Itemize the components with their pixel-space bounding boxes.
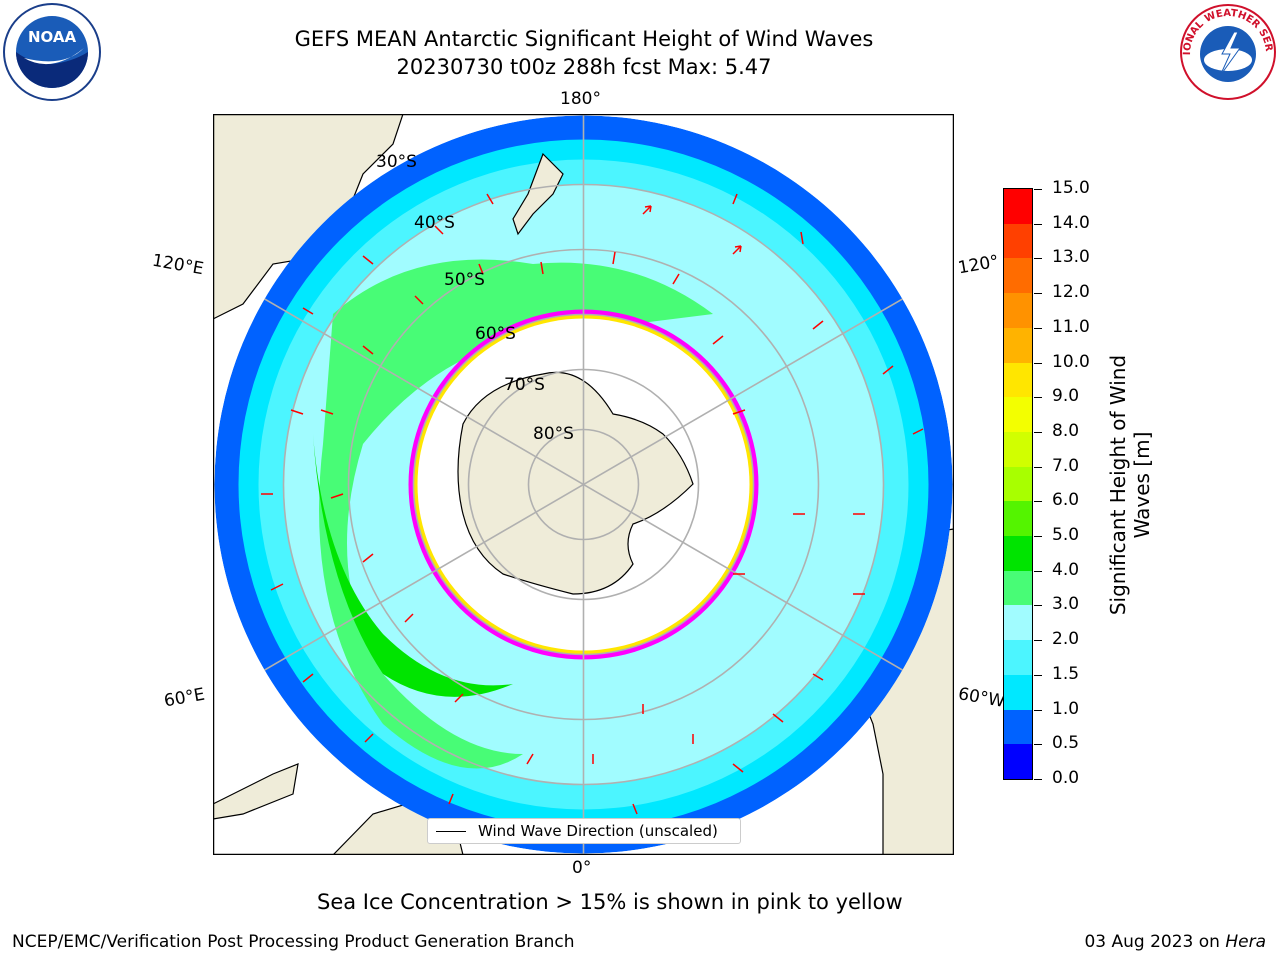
colorbar-tick [1034, 223, 1042, 225]
colorbar-tick [1034, 709, 1042, 711]
colorbar-segment [1004, 674, 1032, 710]
colorbar-tick-label: 12.0 [1052, 282, 1090, 303]
lat-label-50s: 50°S [444, 270, 485, 290]
map-frame [212, 113, 955, 856]
graticule [214, 115, 953, 854]
colorbar-tick-label: 10.0 [1052, 351, 1090, 372]
legend-line-swatch [436, 831, 466, 832]
lon-label-60e: 60°E [162, 684, 207, 712]
sea-ice-note: Sea Ice Concentration > 15% is shown in … [317, 890, 903, 914]
legend-label: Wind Wave Direction (unscaled) [478, 822, 718, 840]
chart-subtitle: 20230730 t00z 288h fcst Max: 5.47 [396, 55, 772, 79]
colorbar-tick [1034, 640, 1042, 642]
colorbar-segment [1004, 293, 1032, 328]
polar-map [212, 113, 955, 856]
colorbar-tick [1034, 397, 1042, 399]
colorbar-tick-label: 9.0 [1052, 386, 1080, 407]
colorbar-tick [1034, 779, 1042, 780]
colorbar-segment [1004, 431, 1032, 467]
chart-title: GEFS MEAN Antarctic Significant Height o… [294, 27, 874, 51]
colorbar-segment [1004, 501, 1032, 537]
footer-host: Hera [1225, 932, 1266, 952]
colorbar-tick [1034, 536, 1042, 538]
colorbar-segment [1004, 570, 1032, 606]
colorbar-tick-label: 0.0 [1052, 768, 1080, 788]
colorbar [1003, 188, 1033, 780]
colorbar-tick-label: 5.0 [1052, 525, 1080, 546]
lat-label-40s: 40°S [414, 213, 455, 233]
colorbar-tick [1034, 605, 1042, 607]
colorbar-tick-label: 13.0 [1052, 247, 1090, 268]
lon-label-180: 180° [560, 89, 601, 109]
colorbar-segment [1004, 640, 1032, 675]
colorbar-segment [1004, 362, 1032, 398]
colorbar-tick-label: 1.0 [1052, 698, 1080, 719]
lon-label-120w: 120° [956, 251, 1001, 279]
colorbar-tick-label: 4.0 [1052, 559, 1080, 580]
colorbar-tick-label: 3.0 [1052, 594, 1080, 615]
colorbar-tick [1034, 466, 1042, 468]
colorbar-tick-label: 0.5 [1052, 733, 1080, 754]
colorbar-segment [1004, 189, 1032, 224]
wave-height-field [214, 115, 953, 854]
wave-direction-arrows [261, 193, 924, 815]
colorbar-tick [1034, 327, 1042, 329]
colorbar-tick-label: 11.0 [1052, 316, 1090, 337]
colorbar-tick [1034, 189, 1042, 190]
footer-producer: NCEP/EMC/Verification Post Processing Pr… [12, 932, 575, 952]
colorbar-tick-label: 7.0 [1052, 455, 1080, 476]
colorbar-segment [1004, 327, 1032, 363]
lon-label-120e: 120°E [150, 250, 206, 280]
colorbar-segment [1004, 258, 1032, 294]
colorbar-tick-label: 6.0 [1052, 490, 1080, 511]
antarctica-land [457, 371, 694, 595]
madagascar-land [213, 763, 299, 820]
colorbar-tick [1034, 293, 1042, 295]
lon-label-60w: 60°W [956, 684, 1007, 712]
colorbar-tick [1034, 744, 1042, 746]
colorbar-segment [1004, 397, 1032, 432]
colorbar-tick-label: 2.0 [1052, 629, 1080, 650]
lat-label-70s: 70°S [504, 375, 545, 395]
noaa-logo: NOAA [2, 2, 102, 102]
colorbar-tick [1034, 674, 1042, 676]
colorbar-segment [1004, 744, 1032, 779]
lat-label-80s: 80°S [533, 424, 574, 444]
national-weather-service-logo: NATIONAL WEATHER SERVICE [1174, 0, 1278, 102]
colorbar-tick [1034, 362, 1042, 364]
colorbar-tick-label: 15.0 [1052, 178, 1090, 198]
lon-label-0: 0° [572, 858, 592, 878]
svg-text:NOAA: NOAA [28, 28, 77, 46]
colorbar-tick [1034, 258, 1042, 260]
colorbar-segment [1004, 223, 1032, 259]
colorbar-tick [1034, 570, 1042, 572]
colorbar-segment [1004, 466, 1032, 502]
lat-label-30s: 30°S [376, 152, 417, 172]
colorbar-tick [1034, 431, 1042, 433]
colorbar-tick [1034, 501, 1042, 503]
new-zealand-land [512, 152, 564, 236]
colorbar-tick-label: 1.5 [1052, 663, 1080, 684]
map-legend: Wind Wave Direction (unscaled) [427, 818, 741, 844]
colorbar-label: Significant Height of Wind Waves [m] [1106, 354, 1154, 616]
lat-label-60s: 60°S [475, 324, 516, 344]
colorbar-tick-label: 8.0 [1052, 420, 1080, 441]
colorbar-segment [1004, 605, 1032, 641]
colorbar-segment [1004, 536, 1032, 571]
footer-date: 03 Aug 2023 on Hera [1084, 932, 1266, 952]
colorbar-tick-label: 14.0 [1052, 212, 1090, 233]
colorbar-segment [1004, 709, 1032, 745]
